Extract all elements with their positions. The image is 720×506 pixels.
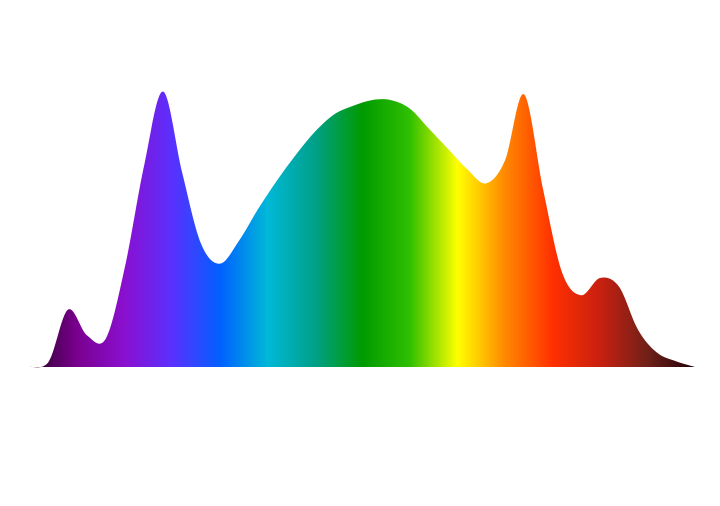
spectrum-area (30, 91, 695, 368)
